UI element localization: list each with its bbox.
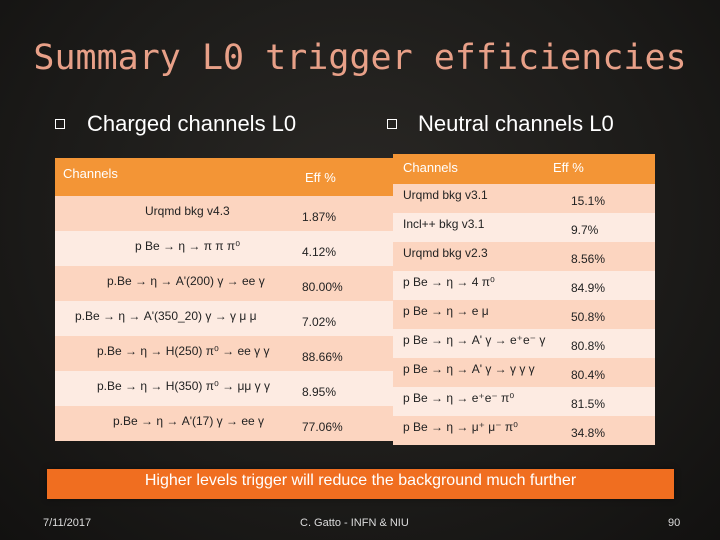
bullet-icon [387, 119, 397, 129]
charged-table: Channels Eff % Urqmd bkg v4.3 1.87% p Be →… [55, 158, 395, 441]
neutral-row-channel: p Be → η → μ⁺ μ⁻ π⁰ [403, 420, 518, 434]
neutral-col-channels: Channels [403, 160, 458, 175]
neutral-table: Channels Eff % Urqmd bkg v3.1 15.1% Incl++… [393, 154, 655, 445]
neutral-row-eff: 80.4% [571, 368, 606, 382]
charged-row: p.Be → η → A'(350_20) γ → γ μ μ 7.02% [55, 301, 395, 336]
footer-author: C. Gatto - INFN & NIU [300, 517, 409, 529]
charged-row-channel: Urqmd bkg v4.3 [145, 204, 230, 218]
charged-heading: Charged channels L0 [87, 111, 297, 136]
charged-row: p.Be → η → A'(17) γ → ee γ 77.06% [55, 406, 395, 441]
summary-banner: Higher levels trigger will reduce the ba… [47, 469, 674, 499]
neutral-row: p Be → η → μ⁺ μ⁻ π⁰ 34.8% [393, 416, 655, 445]
neutral-row: p Be → η → e μ 50.8% [393, 300, 655, 329]
neutral-row: p Be → η → A' γ → e⁺e⁻ γ 80.8% [393, 329, 655, 358]
charged-row-eff: 77.06% [302, 420, 343, 434]
charged-row-channel: p Be → η → π π π⁰ [135, 239, 241, 253]
bullet-icon [55, 119, 65, 129]
neutral-row-channel: p Be → η → A' γ → γ γ γ [403, 362, 535, 376]
charged-col-eff: Eff % [305, 170, 336, 185]
neutral-row: Urqmd bkg v2.3 8.56% [393, 242, 655, 271]
neutral-row-eff: 34.8% [571, 426, 606, 440]
charged-row-channel: p.Be → η → A'(350_20) γ → γ μ μ [75, 309, 257, 323]
charged-col-channels: Channels [63, 166, 118, 181]
charged-row-channel: p.Be → η → H(350) π⁰ → μμ γ γ [97, 379, 270, 393]
neutral-row-eff: 8.56% [571, 252, 606, 266]
neutral-row-eff: 81.5% [571, 397, 606, 411]
charged-row: p.Be → η → H(350) π⁰ → μμ γ γ 8.95% [55, 371, 395, 406]
neutral-row-eff: 84.9% [571, 281, 606, 295]
charged-row-channel: p.Be → η → A'(200) γ → ee γ [107, 274, 265, 288]
neutral-row-channel: Incl++ bkg v3.1 [403, 217, 485, 231]
neutral-row-channel: p Be → η → e⁺e⁻ π⁰ [403, 391, 515, 405]
neutral-row-channel: p Be → η → 4 π⁰ [403, 275, 495, 289]
footer-date: 7/11/2017 [43, 517, 92, 529]
neutral-row: Incl++ bkg v3.1 9.7% [393, 213, 655, 242]
neutral-row: p Be → η → 4 π⁰ 84.9% [393, 271, 655, 300]
slide-title: Summary L0 trigger efficiencies [33, 38, 687, 78]
neutral-row-channel: p Be → η → A' γ → e⁺e⁻ γ [403, 333, 546, 347]
neutral-col-eff: Eff % [553, 160, 584, 175]
charged-row: p Be → η → π π π⁰ 4.12% [55, 231, 395, 266]
charged-row-eff: 8.95% [302, 385, 337, 399]
charged-row-channel: p.Be → η → H(250) π⁰ → ee γ γ [97, 344, 270, 358]
neutral-row-channel: Urqmd bkg v2.3 [403, 246, 488, 260]
charged-row-eff: 1.87% [302, 210, 337, 224]
charged-row-eff: 4.12% [302, 245, 337, 259]
charged-row: p.Be → η → A'(200) γ → ee γ 80.00% [55, 266, 395, 301]
charged-row-eff: 88.66% [302, 350, 343, 364]
neutral-row-channel: p Be → η → e μ [403, 304, 489, 318]
neutral-row-eff: 15.1% [571, 194, 606, 208]
charged-table-header: Channels Eff % [55, 158, 395, 196]
neutral-row-channel: Urqmd bkg v3.1 [403, 188, 488, 202]
footer-page: 90 [668, 517, 681, 529]
neutral-row-eff: 50.8% [571, 310, 606, 324]
charged-row-eff: 80.00% [302, 280, 343, 294]
charged-row: p.Be → η → H(250) π⁰ → ee γ γ 88.66% [55, 336, 395, 371]
neutral-row-eff: 9.7% [571, 223, 599, 237]
neutral-row: p Be → η → e⁺e⁻ π⁰ 81.5% [393, 387, 655, 416]
neutral-row-eff: 80.8% [571, 339, 606, 353]
charged-row: Urqmd bkg v4.3 1.87% [55, 196, 395, 231]
charged-row-eff: 7.02% [302, 315, 337, 329]
charged-row-channel: p.Be → η → A'(17) γ → ee γ [113, 414, 265, 428]
neutral-table-header: Channels Eff % [393, 154, 655, 184]
neutral-row: Urqmd bkg v3.1 15.1% [393, 184, 655, 213]
neutral-heading: Neutral channels L0 [418, 111, 614, 136]
neutral-row: p Be → η → A' γ → γ γ γ 80.4% [393, 358, 655, 387]
